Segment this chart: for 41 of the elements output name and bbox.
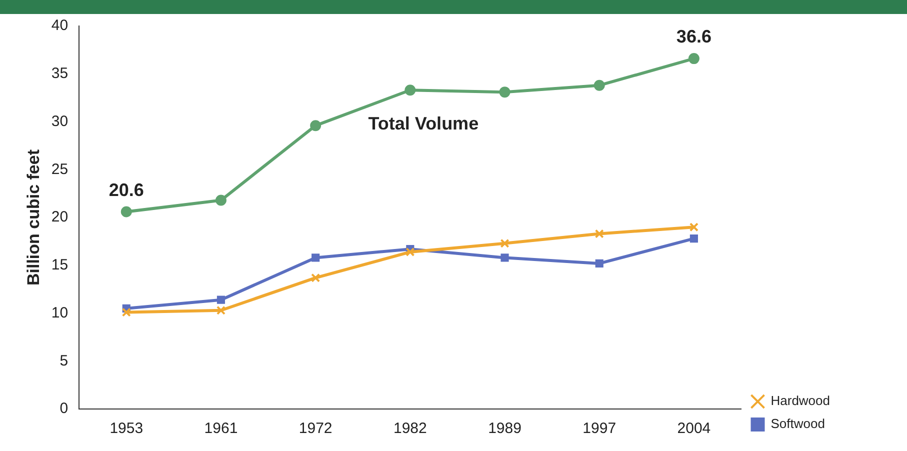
- point: [594, 229, 604, 238]
- data-label: 20.6: [108, 180, 144, 200]
- x-tick-label: 1997: [582, 420, 616, 438]
- point: [310, 120, 322, 132]
- x-tick-label: 1953: [110, 420, 144, 438]
- y-tick-label: 30: [51, 112, 68, 130]
- point: [500, 238, 510, 248]
- y-tick-label: 5: [60, 352, 68, 370]
- point: [689, 222, 698, 232]
- annotation: Total Volume: [368, 113, 479, 134]
- point: [216, 306, 226, 315]
- y-tick-label: 35: [51, 65, 68, 82]
- point: [594, 80, 605, 91]
- y-axis-title: Billion cubic feet: [24, 149, 43, 286]
- point: [311, 273, 320, 282]
- y-tick-label: 40: [51, 17, 68, 34]
- data-label: 36.6: [676, 26, 712, 47]
- point: [688, 53, 700, 64]
- y-tick-label: 25: [51, 160, 68, 178]
- legend-label: Softwood: [770, 416, 825, 432]
- point: [690, 234, 698, 243]
- x-tick-label: 1972: [298, 420, 332, 438]
- x-tick-label: 2004: [677, 420, 711, 438]
- y-tick-label: 20: [51, 208, 68, 226]
- point: [404, 84, 416, 96]
- legend-label: Hardwood: [770, 393, 830, 408]
- point: [312, 254, 320, 262]
- y-tick-label: 15: [51, 256, 68, 274]
- point: [406, 247, 415, 257]
- x-tick-label: 1989: [488, 420, 522, 438]
- point: [595, 259, 604, 268]
- point: [120, 206, 132, 218]
- point: [216, 296, 226, 304]
- point: [499, 86, 510, 98]
- x-tick-label: 1961: [204, 420, 238, 438]
- point: [122, 308, 131, 317]
- y-tick-label: 10: [51, 304, 68, 322]
- y-tick-label: 0: [60, 400, 68, 418]
- point: [215, 194, 226, 206]
- point: [500, 254, 509, 262]
- x-tick-label: 1982: [393, 420, 427, 438]
